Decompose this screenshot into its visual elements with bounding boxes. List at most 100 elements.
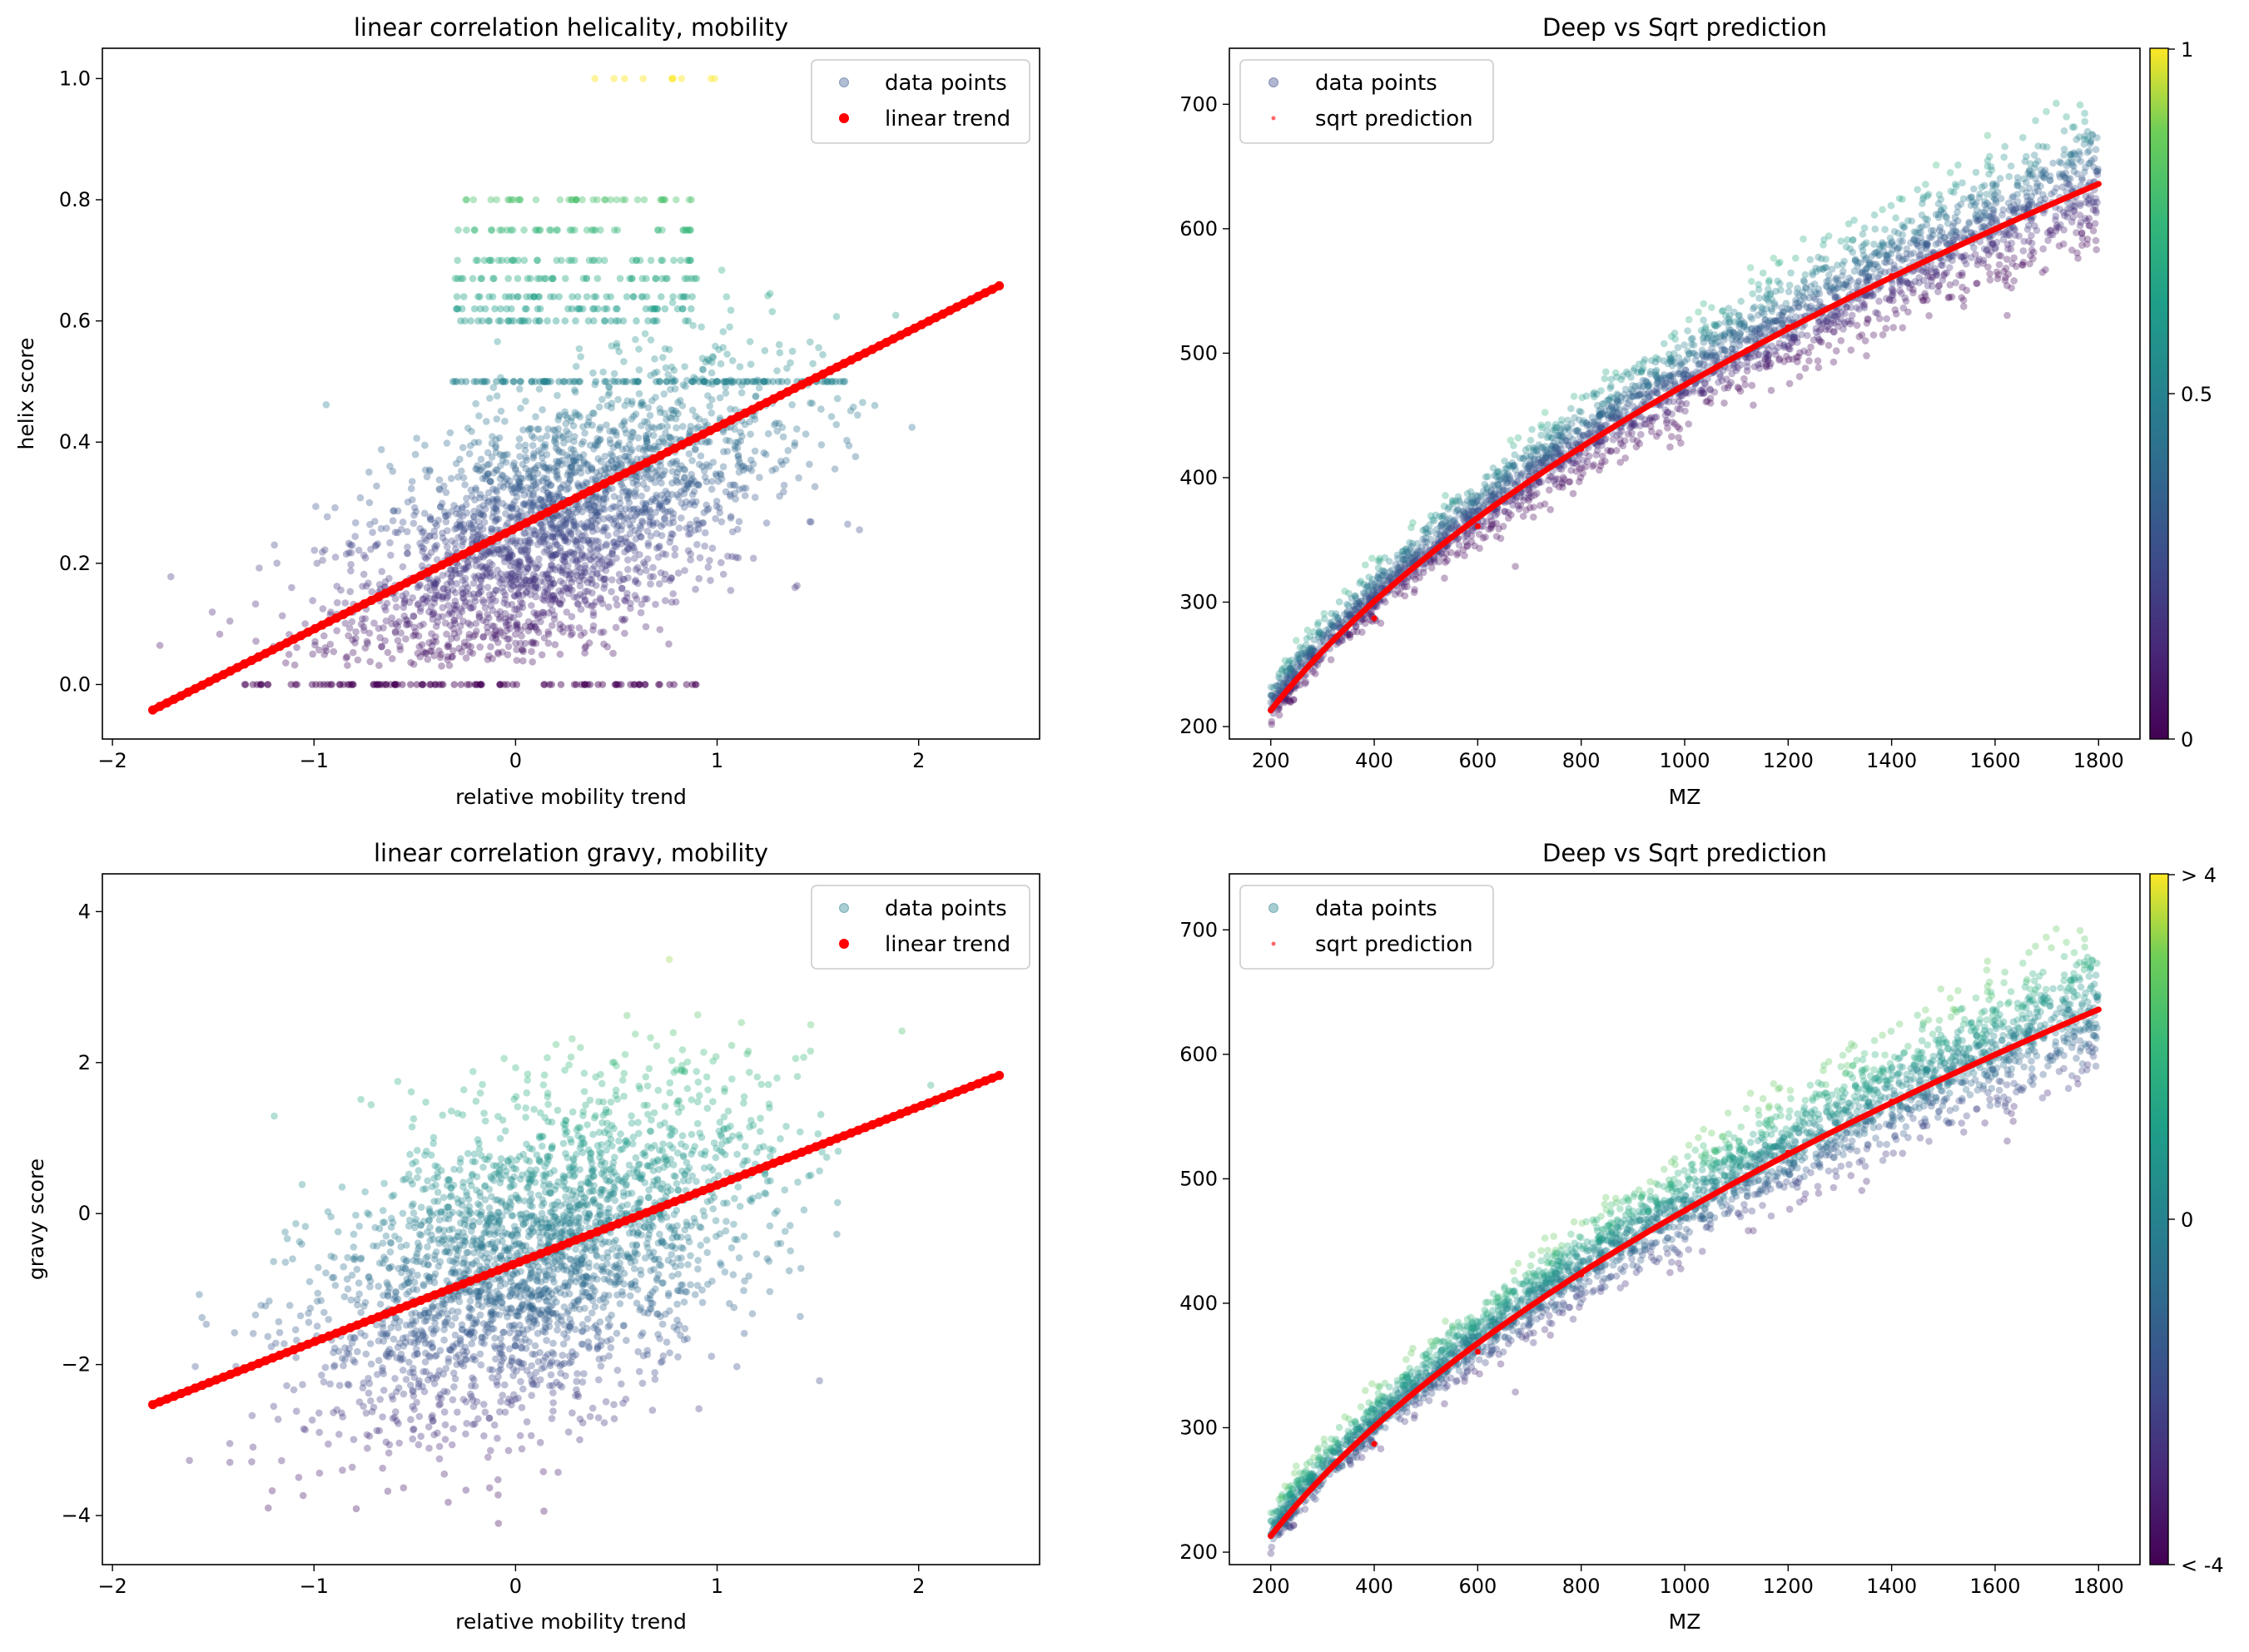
- data-point: [645, 539, 653, 547]
- data-point: [776, 341, 783, 349]
- data-point: [470, 196, 478, 204]
- data-point: [424, 474, 431, 481]
- data-point: [621, 597, 628, 604]
- data-point: [588, 466, 595, 474]
- legend-label-linear-trend: linear trend: [885, 107, 1010, 131]
- data-point: [386, 463, 394, 470]
- data-point: [451, 567, 459, 574]
- data-point: [623, 397, 631, 404]
- data-point: [568, 630, 576, 637]
- data-point: [600, 584, 608, 592]
- data-point: [750, 555, 757, 563]
- data-point: [478, 583, 485, 591]
- data-point: [668, 598, 676, 606]
- data-point: [1749, 290, 1756, 298]
- data-point: [556, 494, 563, 501]
- data-point: [529, 442, 537, 449]
- data-point: [461, 642, 469, 650]
- data-point: [576, 624, 583, 632]
- data-point: [1792, 296, 1800, 304]
- data-point: [489, 596, 496, 603]
- data-point: [708, 409, 716, 417]
- data-point: [795, 474, 802, 482]
- data-point: [451, 681, 459, 688]
- data-point: [595, 257, 603, 265]
- data-point: [687, 226, 694, 234]
- data-point: [381, 603, 389, 611]
- data-point: [620, 358, 628, 365]
- data-point: [652, 601, 659, 608]
- data-point: [459, 504, 466, 511]
- data-point: [769, 308, 777, 315]
- data-point: [668, 414, 675, 422]
- data-point: [627, 530, 634, 538]
- data-point: [552, 552, 559, 559]
- data-point: [419, 641, 426, 648]
- data-point: [1822, 255, 1829, 263]
- data-point: [614, 396, 622, 404]
- data-point: [762, 347, 769, 355]
- data-point: [1839, 268, 1847, 275]
- data-point: [1953, 183, 1960, 191]
- data-point: [669, 459, 677, 466]
- data-point: [828, 413, 836, 420]
- legend-marker-linear-trend: [839, 113, 849, 123]
- data-point: [575, 305, 583, 313]
- data-point: [583, 523, 591, 530]
- y-axis: 0.00.20.40.60.81.0: [59, 67, 102, 696]
- data-point: [485, 489, 493, 497]
- data-point: [680, 465, 688, 473]
- data-point: [490, 275, 498, 282]
- data-point: [504, 275, 512, 282]
- data-point: [634, 196, 642, 204]
- data-point: [279, 613, 286, 620]
- data-point: [614, 462, 622, 469]
- data-point: [2028, 232, 2035, 240]
- data-point: [546, 226, 554, 234]
- data-point: [1999, 206, 2007, 214]
- data-point: [487, 643, 494, 651]
- data-point: [633, 317, 640, 325]
- data-point: [395, 618, 403, 626]
- data-point: [729, 528, 737, 536]
- data-point: [724, 448, 732, 455]
- data-point: [557, 196, 564, 204]
- data-point: [444, 589, 452, 597]
- data-point: [432, 638, 439, 646]
- data-point: [366, 658, 374, 666]
- data-point: [471, 226, 479, 234]
- data-point: [578, 573, 585, 581]
- data-point: [480, 573, 488, 580]
- data-point: [469, 275, 477, 282]
- data-point: [556, 600, 563, 608]
- data-point: [589, 196, 597, 204]
- data-point: [1919, 196, 1927, 203]
- data-point: [366, 499, 374, 507]
- data-point: [772, 465, 780, 473]
- data-point: [705, 563, 712, 571]
- data-point: [594, 275, 602, 282]
- data-point: [837, 378, 844, 385]
- data-point: [442, 619, 449, 627]
- data-point: [651, 317, 658, 325]
- data-point: [484, 611, 491, 618]
- data-point: [1825, 342, 1833, 350]
- data-point: [516, 435, 524, 443]
- data-point: [474, 257, 482, 265]
- data-point: [785, 447, 792, 454]
- data-point: [557, 651, 564, 658]
- data-point: [509, 257, 516, 265]
- data-point: [787, 360, 794, 367]
- data-point: [643, 293, 651, 300]
- data-point: [452, 275, 459, 282]
- data-point: [493, 496, 500, 504]
- data-point: [642, 330, 649, 338]
- data-point: [645, 404, 653, 412]
- data-point: [696, 521, 703, 528]
- data-point: [640, 480, 648, 488]
- data-point: [416, 525, 424, 533]
- data-point: [443, 489, 450, 496]
- data-point: [1987, 276, 1994, 284]
- data-point: [1638, 368, 1646, 375]
- data-point: [692, 586, 699, 593]
